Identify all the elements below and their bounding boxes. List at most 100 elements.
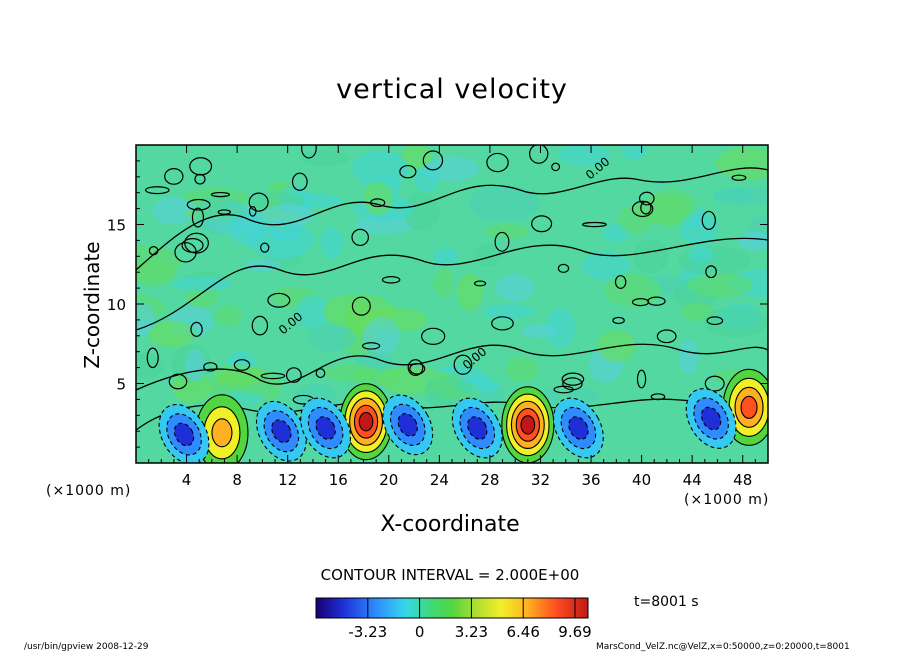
downdraft-ring [271,419,292,444]
contour-loop [251,315,269,336]
x-tick-label: 16 [329,471,348,489]
updraft-ring [740,395,758,419]
downdraft-ring [315,416,336,440]
time-label: t=8001 s [634,594,699,610]
field-patch [474,243,501,267]
field-patch [688,246,714,264]
x-tick-label: 28 [480,471,499,489]
x-tick-label: 8 [232,471,242,489]
field-patch [687,272,753,298]
updraft-ring [358,411,374,432]
contour-loop [233,359,251,371]
field-patch [737,231,768,251]
colorbar-tick-label: 3.23 [455,623,488,641]
field-patch [433,268,454,298]
field-patch [715,147,768,181]
x-tick-label: 4 [182,471,192,489]
field-patch [678,245,750,276]
colorbar-ticks: -3.23 0 3.23 6.46 9.69 [348,598,592,641]
contour-loop [301,145,317,159]
contour-loop [494,231,510,252]
field-patch [678,339,699,375]
footer-right: MarsCond_VelZ.nc@VelZ,x=0:50000,z=0:2000… [596,642,850,652]
field-patch [320,227,344,258]
x-tick-label: 12 [278,471,297,489]
contour-loop [640,201,652,215]
y-tick-label: 15 [107,217,126,235]
contour-loop [186,198,211,211]
x-tick-label: 48 [733,471,752,489]
field-patch [456,273,483,311]
contour-loop [473,280,487,287]
field-patch [307,323,355,352]
contour-loop [184,232,209,254]
downdraft-ring [397,413,418,437]
contour-loop [190,321,203,337]
contour-loop [491,316,514,331]
field-patch [414,166,440,193]
contour-line [136,343,768,391]
contour-loop [562,377,583,391]
field-patch [604,273,662,308]
contour-loop [706,316,724,326]
field-patch [299,150,351,167]
contour-loop [705,265,717,279]
field-patch [261,204,315,228]
field-patch [679,212,719,245]
downdraft-ring [568,416,589,440]
contour-loop [612,316,625,325]
contour-loop [486,152,509,173]
contour-loop [191,207,205,228]
x-axis-label: X-coordinate [380,512,520,537]
contour-loop [614,275,627,289]
field-patch [620,145,647,160]
y-tick-label: 5 [116,376,126,394]
contour-interval-label: CONTOUR INTERVAL = 2.000E+00 [320,566,580,584]
y-axis-label: Z-coordinate [80,241,104,369]
x-tick-label: 20 [379,471,398,489]
contour-loop [351,296,371,316]
x-tick-label: 24 [430,471,449,489]
contour-loop [453,354,473,375]
contour-loop [636,369,647,389]
field-patch [633,239,669,274]
colorbar-tick-label: 9.69 [558,623,591,641]
contour-loop [701,210,716,231]
x-tick-label: 32 [531,471,550,489]
plot-field: 0.000.000.00 [136,145,768,463]
field-patch [352,150,409,188]
contour-loop [260,242,270,253]
field-patch [702,306,768,338]
contour-loop [531,215,553,233]
colorbar [315,597,589,619]
contour-loop [181,238,204,253]
contour-loop [731,174,747,181]
contour-loop [399,164,417,179]
contour-loop [285,367,302,383]
field-patch [248,220,315,259]
contour-loop [203,362,218,372]
field-patch [212,364,264,386]
field-patch [432,247,459,267]
contour-loop [420,327,446,345]
field-patch [296,295,329,328]
contour-loop [248,205,257,217]
field-patch [482,304,536,319]
field-patch [483,223,530,239]
updraft-ring [520,415,536,435]
colorbar-tick-label: 0 [415,623,425,641]
contour-loop [557,263,570,273]
field-patch [152,197,197,225]
x-tick-label: 40 [632,471,651,489]
contour-loop [144,186,170,195]
contour-loop [351,228,369,247]
field-patch [712,187,768,206]
contour-loop [638,191,655,206]
contour-loop [422,150,444,171]
contour-loop [291,172,308,191]
field-patch [148,320,195,348]
contour-loop [529,145,549,164]
x-unit-note-right: (×1000 m) [684,492,770,508]
x-unit-note-left: (×1000 m) [46,483,132,499]
